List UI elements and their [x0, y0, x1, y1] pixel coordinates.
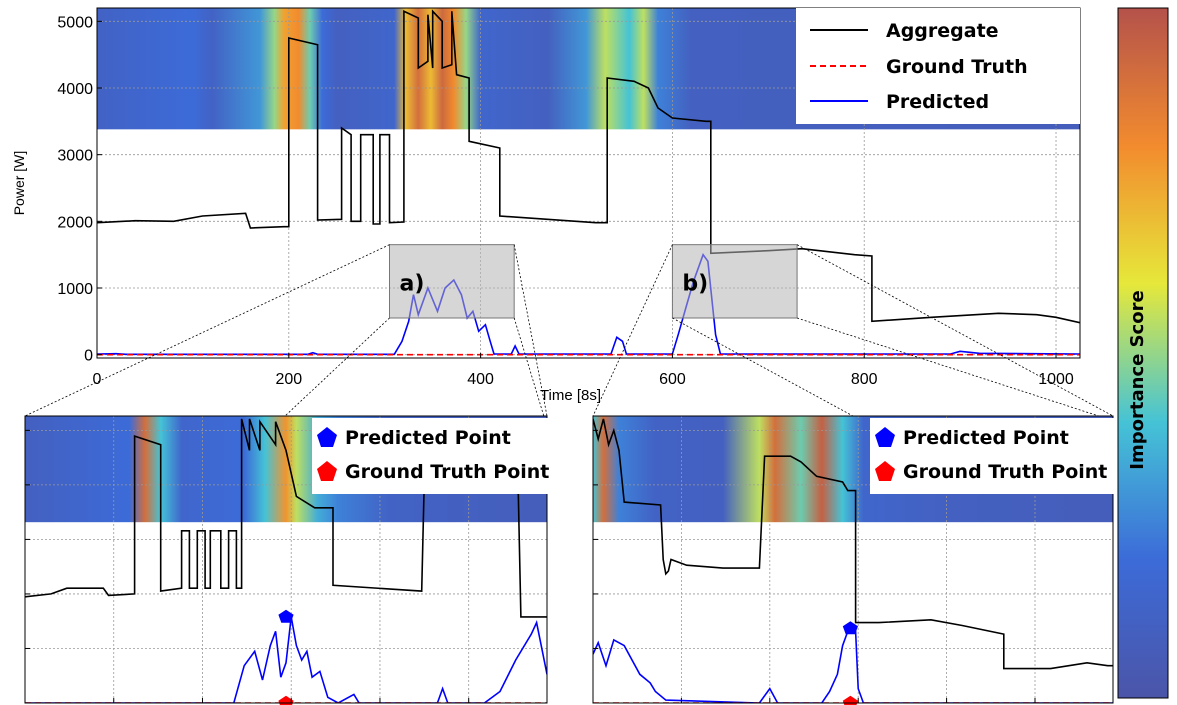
x-tick-label: 200: [275, 371, 302, 388]
zoom-panel-b: Predicted Point Ground Truth Point: [592, 415, 1116, 705]
zoom-connector-line: [592, 244, 673, 417]
zoom-connector-line: [672, 317, 854, 417]
zoom-b-series: [593, 418, 1113, 705]
zoom-a-frame: [24, 415, 548, 704]
colorbar-bar: [1117, 7, 1169, 699]
zoom-b-legend-marker-predicted: [875, 427, 895, 447]
zoom-a-legend-marker-predicted: [317, 427, 337, 447]
colorbar: Importance Score: [1117, 7, 1169, 699]
zoom-connector-line: [284, 317, 390, 417]
x-tick-label: 400: [467, 371, 494, 388]
zoom-box-label: a): [400, 272, 425, 297]
series-aggregate: [593, 418, 1113, 670]
zoom-a-legend-box: [312, 418, 554, 494]
main-tick-labels: 0 1000 2000 3000 4000 5000 0 200 400 600 800 1000: [57, 14, 1074, 388]
zoom-connector-line: [796, 244, 1114, 417]
y-tick-label: 2000: [57, 214, 93, 231]
zoom-b-legend: Predicted Point Ground Truth Point: [870, 418, 1116, 494]
legend-label-ground-truth: Ground Truth: [886, 56, 1028, 78]
zoom-connector-line: [796, 317, 1112, 421]
y-tick-label: 4000: [57, 81, 93, 98]
zoom-box: [389, 244, 515, 319]
y-axis-label: Power [W]: [11, 151, 27, 216]
marker-ground-truth-point: [842, 695, 858, 705]
series-predicted: [97, 253, 1080, 356]
zoom-a-legend-label-predicted: Predicted Point: [345, 427, 511, 449]
zoom-a-series: [25, 418, 547, 705]
y-tick-label: 5000: [57, 14, 93, 31]
zoom-connector-line: [513, 244, 548, 417]
main-frame: [96, 7, 1081, 359]
zoom-connectors: [24, 244, 1114, 421]
zoom-a-legend-label-ground-truth: Ground Truth Point: [345, 461, 549, 483]
series-predicted: [25, 616, 547, 703]
x-tick-label: 1000: [1038, 371, 1074, 388]
x-tick-label: 0: [93, 371, 102, 388]
main-annotations: a) b): [389, 244, 798, 319]
marker-predicted-point: [278, 609, 294, 623]
zoom-b-frame: [592, 415, 1114, 704]
x-tick-label: 800: [851, 371, 878, 388]
zoom-connector-line: [24, 244, 390, 417]
zoom-connector-line: [513, 317, 546, 421]
x-tick-label: 600: [659, 371, 686, 388]
colorbar-label: Importance Score: [1127, 290, 1148, 469]
main-panel: a) b) 0 1000 2000 3000 4000 5000 0 200 400 600 800 1…: [11, 7, 1081, 404]
legend-label-predicted: Predicted: [886, 91, 989, 113]
zoom-a-legend-marker-ground-truth: [317, 461, 337, 481]
zoom-panel-a: Predicted Point Ground Truth Point: [24, 415, 554, 705]
y-tick-label: 0: [84, 348, 93, 365]
zoom-b-legend-box: [870, 418, 1116, 494]
zoom-box-label: b): [682, 272, 708, 297]
zoom-a-legend: Predicted Point Ground Truth Point: [312, 418, 554, 494]
legend-label-aggregate: Aggregate: [886, 20, 999, 42]
zoom-a-ticks: [24, 429, 548, 704]
y-tick-label: 3000: [57, 148, 93, 165]
y-tick-label: 1000: [57, 281, 93, 298]
x-axis-label: Time [8s]: [540, 387, 601, 404]
marker-predicted-point: [842, 621, 858, 635]
zoom-b-ticks: [592, 429, 1114, 704]
zoom-box: [671, 244, 798, 319]
zoom-b-legend-marker-ground-truth: [875, 461, 895, 481]
main-legend: Aggregate Ground Truth Predicted: [796, 8, 1080, 124]
series-aggregate: [25, 418, 547, 618]
zoom-b-legend-label-ground-truth: Ground Truth Point: [903, 461, 1107, 483]
zoom-b-legend-label-predicted: Predicted Point: [903, 427, 1069, 449]
